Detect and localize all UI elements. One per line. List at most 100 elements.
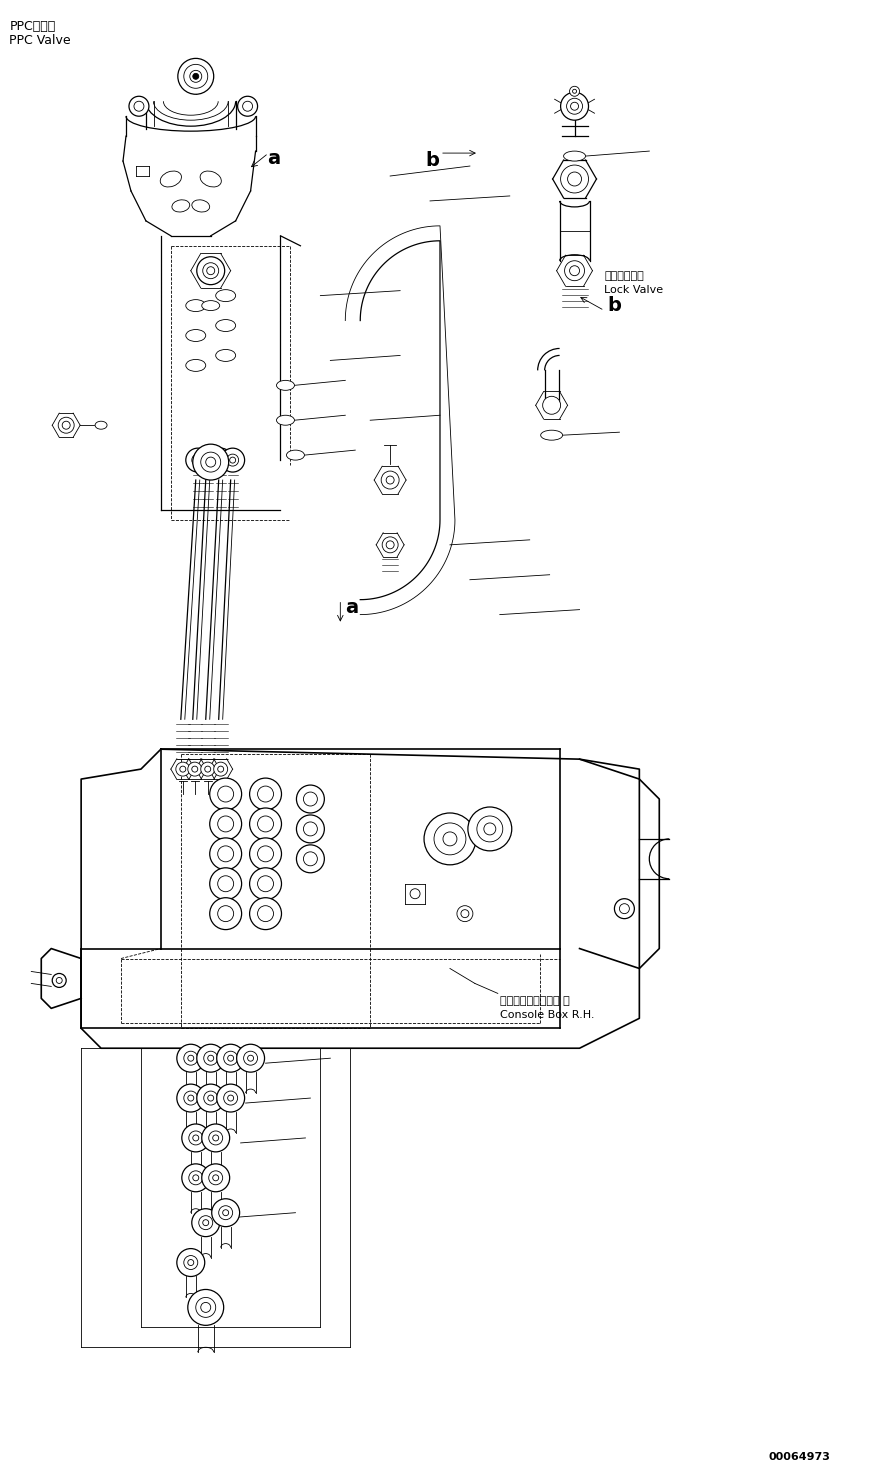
Circle shape [184, 1255, 198, 1270]
Circle shape [52, 973, 66, 988]
Circle shape [484, 822, 496, 836]
Circle shape [230, 457, 236, 463]
Ellipse shape [172, 199, 189, 213]
Circle shape [196, 1085, 224, 1113]
Circle shape [560, 166, 588, 194]
Circle shape [297, 786, 325, 814]
Circle shape [195, 457, 201, 463]
Text: b: b [608, 296, 622, 315]
Circle shape [196, 1044, 224, 1072]
Circle shape [203, 1091, 217, 1105]
Ellipse shape [286, 450, 305, 460]
Circle shape [477, 817, 503, 841]
Circle shape [457, 906, 473, 922]
Circle shape [177, 1085, 205, 1113]
Circle shape [206, 457, 216, 468]
Circle shape [543, 396, 560, 415]
Circle shape [189, 70, 202, 82]
Circle shape [208, 1095, 214, 1101]
Ellipse shape [564, 151, 586, 161]
Circle shape [382, 537, 398, 553]
Circle shape [248, 1056, 253, 1061]
Circle shape [192, 767, 198, 773]
Circle shape [250, 868, 281, 900]
Circle shape [571, 103, 579, 110]
Circle shape [205, 457, 210, 463]
Circle shape [196, 449, 220, 472]
Circle shape [258, 875, 273, 891]
Circle shape [212, 1199, 239, 1227]
Circle shape [304, 792, 318, 806]
Circle shape [217, 786, 234, 802]
Circle shape [193, 1174, 199, 1180]
Circle shape [304, 852, 318, 866]
Circle shape [188, 1259, 194, 1265]
Circle shape [217, 1085, 244, 1113]
Circle shape [129, 97, 149, 116]
Circle shape [250, 897, 281, 929]
Circle shape [434, 822, 466, 855]
Circle shape [573, 89, 576, 94]
Circle shape [227, 454, 238, 466]
Text: a: a [346, 598, 359, 617]
Ellipse shape [186, 359, 206, 371]
Circle shape [615, 899, 635, 919]
Circle shape [210, 778, 242, 811]
Circle shape [223, 1209, 229, 1215]
Circle shape [386, 541, 394, 548]
Circle shape [219, 1205, 232, 1220]
Circle shape [199, 1215, 213, 1230]
Circle shape [188, 762, 202, 776]
Circle shape [186, 449, 210, 472]
Circle shape [565, 261, 585, 280]
Ellipse shape [277, 380, 294, 390]
Circle shape [175, 762, 189, 776]
Circle shape [192, 1208, 220, 1237]
Ellipse shape [216, 349, 236, 362]
Circle shape [217, 875, 234, 891]
Circle shape [217, 906, 234, 922]
Circle shape [58, 418, 74, 432]
Circle shape [217, 457, 223, 463]
Circle shape [250, 808, 281, 840]
Circle shape [217, 846, 234, 862]
Circle shape [244, 1051, 258, 1066]
Text: PPCバルブ: PPCバルブ [10, 19, 56, 32]
Circle shape [297, 815, 325, 843]
Circle shape [223, 1051, 237, 1066]
Circle shape [258, 786, 273, 802]
Circle shape [193, 73, 199, 79]
Circle shape [193, 1135, 199, 1141]
Circle shape [228, 1056, 234, 1061]
Circle shape [210, 868, 242, 900]
Circle shape [210, 808, 242, 840]
Circle shape [250, 778, 281, 811]
Circle shape [62, 421, 70, 430]
Circle shape [250, 839, 281, 869]
Circle shape [177, 1044, 205, 1072]
Circle shape [208, 1056, 214, 1061]
Circle shape [217, 817, 234, 831]
Circle shape [258, 906, 273, 922]
Circle shape [569, 265, 580, 276]
Circle shape [178, 59, 214, 94]
Circle shape [297, 844, 325, 872]
Circle shape [223, 1091, 237, 1105]
Circle shape [202, 1124, 230, 1152]
Circle shape [56, 978, 62, 984]
Circle shape [180, 767, 186, 773]
Text: b: b [425, 151, 439, 170]
Circle shape [201, 762, 215, 776]
Circle shape [567, 172, 581, 186]
Circle shape [210, 897, 242, 929]
Text: 00064973: 00064973 [769, 1451, 831, 1462]
Circle shape [193, 444, 229, 479]
Circle shape [188, 1290, 223, 1325]
Circle shape [203, 1220, 209, 1226]
Circle shape [410, 888, 420, 899]
Circle shape [209, 1130, 223, 1145]
Circle shape [215, 454, 227, 466]
Circle shape [210, 839, 242, 869]
Circle shape [213, 1174, 219, 1180]
Circle shape [134, 101, 144, 111]
